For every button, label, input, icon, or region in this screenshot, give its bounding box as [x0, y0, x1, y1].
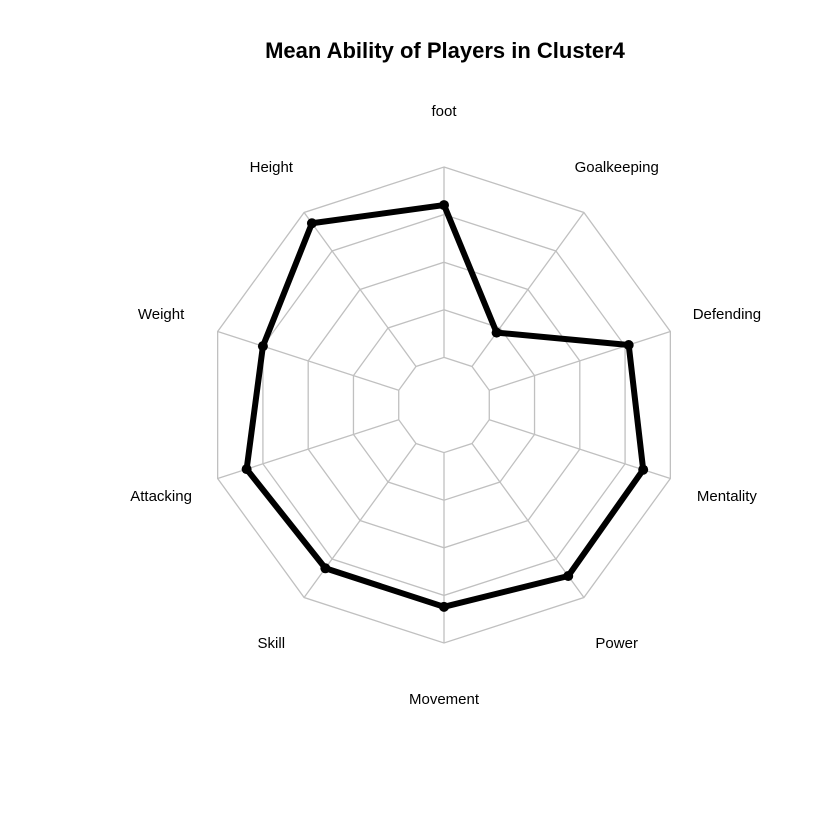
axis-label-height: Height [250, 159, 294, 176]
data-point-height [306, 218, 317, 229]
radar-series [241, 200, 649, 612]
data-point-mentality [638, 464, 649, 475]
data-point-defending [623, 339, 634, 350]
spoke-weight [217, 330, 399, 391]
axis-label-defending: Defending [693, 306, 761, 323]
data-point-foot [439, 200, 449, 211]
spoke-defending [489, 330, 671, 391]
axis-label-movement: Movement [409, 691, 480, 708]
data-point-power [563, 570, 574, 581]
axis-label-power: Power [595, 635, 638, 652]
grid-ring-1 [398, 356, 490, 454]
data-point-goalkeeping [491, 327, 502, 338]
data-point-skill [320, 563, 331, 574]
chart-title: Mean Ability of Players in Cluster4 [265, 38, 626, 63]
data-point-weight [257, 341, 268, 352]
axis-label-goalkeeping: Goalkeeping [575, 159, 659, 176]
axis-label-skill: Skill [258, 635, 286, 652]
axis-label-foot: foot [431, 103, 457, 120]
series-line-1 [243, 202, 647, 610]
axis-label-attacking: Attacking [130, 488, 192, 505]
data-point-attacking [241, 464, 252, 475]
axis-labels: foot Goalkeeping Defending Mentality Power Mo… [130, 103, 761, 708]
axis-label-mentality: Mentality [697, 488, 758, 505]
spoke-goalkeeping [471, 212, 585, 367]
spoke-height [303, 212, 417, 367]
axis-label-weight: Weight [138, 306, 185, 323]
data-point-movement [439, 601, 449, 612]
spoke-power [471, 443, 585, 598]
